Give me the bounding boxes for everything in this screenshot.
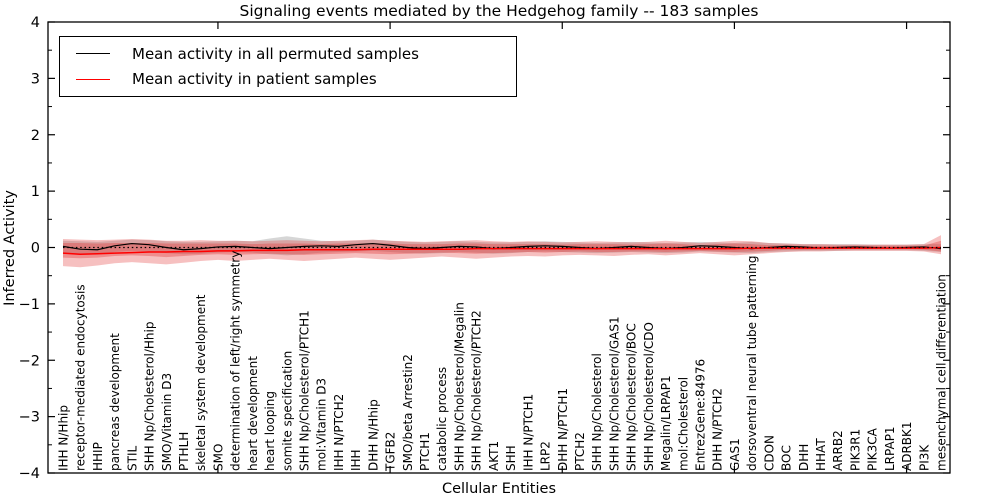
x-tick-label: PTHLH bbox=[177, 432, 191, 471]
x-tick-label: PTCH1 bbox=[418, 432, 432, 471]
x-axis-label: Cellular Entities bbox=[441, 481, 557, 497]
x-tick-label: DHH N/PTCH2 bbox=[711, 388, 725, 471]
x-tick-label: SHH Np/Cholesterol/PTCH2 bbox=[470, 310, 484, 471]
x-tick-label: ADRBK1 bbox=[900, 421, 914, 471]
y-tick-label: −2 bbox=[19, 353, 40, 369]
x-tick-label: catabolic process bbox=[435, 367, 449, 471]
x-tick-label: somite specification bbox=[280, 351, 294, 471]
band-2-patient-samples-inner-range bbox=[63, 240, 941, 259]
x-tick-label: HHAT bbox=[814, 438, 828, 471]
x-tick-label: HHIP bbox=[91, 442, 105, 471]
x-tick-label: IHH bbox=[349, 449, 363, 471]
x-tick-label: mol:Cholesterol bbox=[676, 377, 690, 471]
x-tick-label: SHH Np/Cholesterol/Hhip bbox=[143, 322, 157, 471]
x-tick-label: heart development bbox=[246, 356, 260, 471]
y-tick-label: 1 bbox=[31, 184, 40, 200]
x-tick-label: determination of left/right symmetry bbox=[229, 251, 243, 471]
y-tick-label: −4 bbox=[19, 466, 40, 482]
x-tick-label: DHH bbox=[797, 444, 811, 471]
band-1-patient-samples-outer-range bbox=[63, 235, 941, 268]
x-tick-label: skeletal system development bbox=[194, 294, 208, 471]
y-tick-label: 4 bbox=[31, 15, 40, 31]
patient-line-swatch bbox=[76, 78, 110, 80]
legend-item-permuted: Mean activity in all permuted samples bbox=[76, 41, 516, 67]
x-tick-label: mol:Vitamin D3 bbox=[315, 378, 329, 471]
x-tick-label: SHH Np/Cholesterol/GAS1 bbox=[607, 316, 621, 471]
y-tick-label: 3 bbox=[31, 71, 40, 87]
permuted-line-swatch bbox=[76, 53, 110, 55]
legend-item-patient: Mean activity in patient samples bbox=[76, 67, 516, 93]
x-tick-label: PTCH2 bbox=[573, 432, 587, 471]
legend-box: Mean activity in all permuted samples Me… bbox=[59, 36, 517, 97]
x-tick-label: PI3K bbox=[917, 444, 931, 471]
x-tick-label: DHH N/Hhip bbox=[366, 399, 380, 471]
x-tick-label: SHH bbox=[504, 445, 518, 471]
x-tick-label: DHH N/PTCH1 bbox=[556, 388, 570, 471]
x-tick-label: IHH N/PTCH2 bbox=[332, 394, 346, 471]
x-tick-label: heart looping bbox=[263, 391, 277, 471]
x-tick-label: Megalin/LRPAP1 bbox=[659, 375, 673, 471]
x-tick-label: GAS1 bbox=[728, 438, 742, 471]
chart-title: Signaling events mediated by the Hedgeho… bbox=[239, 2, 759, 20]
legend-label-patient: Mean activity in patient samples bbox=[132, 70, 377, 89]
x-tick-label: LRPAP1 bbox=[883, 426, 897, 471]
x-tick-label: EntrezGene:84976 bbox=[693, 359, 707, 471]
x-tick-label: BOC bbox=[780, 445, 794, 471]
x-tick-label: PIK3CA bbox=[866, 427, 880, 471]
legend-label-permuted: Mean activity in all permuted samples bbox=[132, 44, 419, 63]
x-tick-label: SHH Np/Cholesterol/CDO bbox=[642, 322, 656, 471]
x-tick-label: SMO/beta Arrestin2 bbox=[401, 354, 415, 471]
x-tick-label: SHH Np/Cholesterol/BOC bbox=[625, 323, 639, 471]
x-tick-label: mesenchymal cell differentiation bbox=[935, 274, 949, 471]
x-tick-label: AKT1 bbox=[487, 441, 501, 471]
x-tick-label: IHH N/PTCH1 bbox=[521, 394, 535, 471]
y-axis-label: Inferred Activity bbox=[2, 190, 18, 306]
x-tick-label: SHH Np/Cholesterol bbox=[590, 353, 604, 471]
y-tick-label: 0 bbox=[31, 241, 40, 257]
x-tick-label: IHH N/Hhip bbox=[57, 405, 71, 471]
x-tick-label: TGFB2 bbox=[384, 432, 398, 472]
y-tick-label: −3 bbox=[19, 410, 40, 426]
x-tick-label: dorsoventral neural tube patterning bbox=[745, 255, 759, 471]
x-tick-label: pancreas development bbox=[108, 333, 122, 471]
y-tick-label: −1 bbox=[19, 297, 40, 313]
x-tick-label: SHH Np/Cholesterol/PTCH1 bbox=[298, 310, 312, 471]
x-tick-label: CDON bbox=[762, 435, 776, 471]
x-tick-label: ARRB2 bbox=[831, 430, 845, 471]
x-tick-label: receptor-mediated endocytosis bbox=[74, 284, 88, 471]
x-tick-label: LRP2 bbox=[539, 441, 553, 471]
x-tick-label: SHH Np/Cholesterol/Megalin bbox=[452, 302, 466, 471]
y-tick-label: 2 bbox=[31, 128, 40, 144]
x-tick-label: SMO/Vitamin D3 bbox=[160, 373, 174, 471]
x-tick-label: PIK3R1 bbox=[848, 429, 862, 471]
x-tick-label: STIL bbox=[125, 446, 139, 471]
x-tick-label: SMO bbox=[211, 444, 225, 471]
